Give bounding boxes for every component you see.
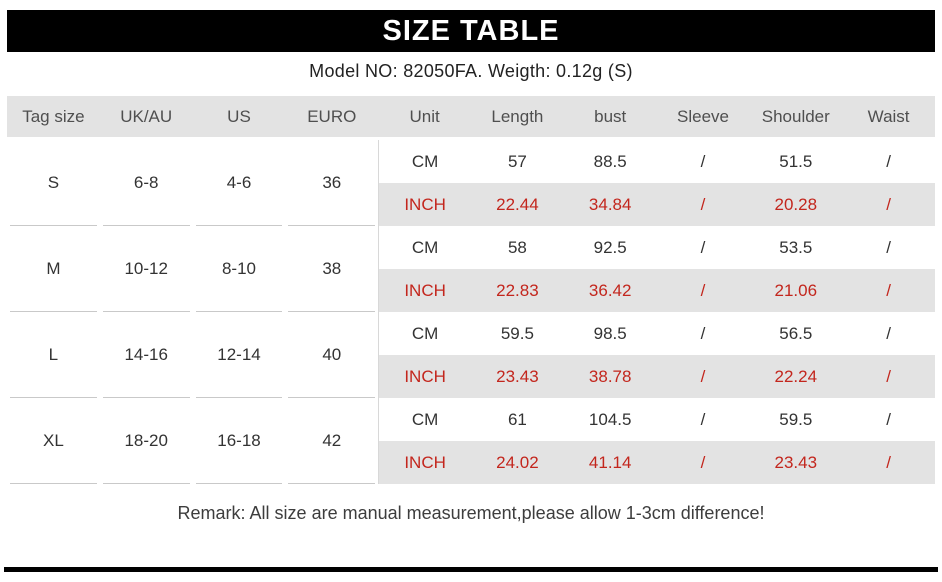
measurement-cell: 98.5 <box>593 323 627 343</box>
table-header-row: Tag size UK/AU US EURO Unit Length bust … <box>7 96 935 137</box>
measurement-cell: 38.78 <box>563 355 657 398</box>
column-header-us: US <box>227 106 251 126</box>
measurement-cell: / <box>842 183 935 226</box>
euro-cell: 42 <box>288 398 376 484</box>
measurement-cell: 59.5 <box>500 323 534 343</box>
measurement-cell: / <box>886 237 891 257</box>
measurement-cell: 22.83 <box>471 269 564 312</box>
measurement-cell: / <box>656 269 750 312</box>
measurement-cell: 23.43 <box>749 441 843 484</box>
measurement-cell: / <box>886 151 891 171</box>
measurement-cell: 59.5 <box>779 409 813 429</box>
measurement-cell: 88.5 <box>593 151 627 171</box>
uk-au-cell: 6-8 <box>102 140 190 226</box>
euro-cell: 40 <box>288 312 376 398</box>
measurement-cell: / <box>842 269 935 312</box>
unit-cell: INCH <box>378 183 471 226</box>
uk-au-cell: 10-12 <box>102 226 190 312</box>
us-cell: 16-18 <box>195 398 283 484</box>
measurement-cell: 34.84 <box>563 183 657 226</box>
unit-cell: INCH <box>378 269 471 312</box>
measurement-cell: / <box>886 409 891 429</box>
title-banner: SIZE TABLE <box>7 10 935 52</box>
column-header-unit: Unit <box>409 106 440 126</box>
column-header-bust: bust <box>594 106 627 126</box>
unit-cell: CM <box>378 140 471 183</box>
uk-au-cell: 18-20 <box>102 398 190 484</box>
page-title: SIZE TABLE <box>382 14 560 47</box>
column-header-shoulder: Shoulder <box>761 106 830 126</box>
euro-cell: 36 <box>288 140 376 226</box>
measurement-cell: 58 <box>507 237 527 257</box>
measurement-cell: / <box>700 323 706 343</box>
column-header-euro: EURO <box>307 106 357 126</box>
tag-size-cell: M <box>10 226 97 312</box>
column-header-uk-au: UK/AU <box>120 106 173 126</box>
unit-cell: INCH <box>378 441 471 484</box>
remark-text: Remark: All size are manual measurement,… <box>177 503 765 523</box>
column-header-waist: Waist <box>867 106 910 126</box>
measurement-cell: / <box>842 355 935 398</box>
measurement-cell: 53.5 <box>779 237 813 257</box>
column-header-tag-size: Tag size <box>22 106 85 126</box>
measurement-cell: 36.42 <box>563 269 657 312</box>
measurement-cell: 41.14 <box>563 441 657 484</box>
measurement-cell: 92.5 <box>593 237 627 257</box>
measurement-cell: 56.5 <box>779 323 813 343</box>
unit-cell: INCH <box>378 355 471 398</box>
measurement-cell: / <box>842 441 935 484</box>
measurement-cell: 51.5 <box>779 151 813 171</box>
measurement-cell: 21.06 <box>749 269 843 312</box>
measurement-cell: / <box>656 183 750 226</box>
measurement-cell: / <box>700 237 706 257</box>
column-header-length: Length <box>491 106 544 126</box>
tag-size-cell: XL <box>10 398 97 484</box>
tag-size-cell: L <box>10 312 97 398</box>
bottom-divider <box>4 567 938 572</box>
measurement-cell: 61 <box>507 409 527 429</box>
measurement-cell: / <box>656 355 750 398</box>
measurement-cell: / <box>656 441 750 484</box>
column-header-sleeve: Sleeve <box>677 106 729 126</box>
measurement-cell: 22.24 <box>749 355 843 398</box>
unit-cell: CM <box>378 226 471 269</box>
table-body: S 6-8 4-6 36 CM 57 88.5 / 51.5 / INCH 22… <box>7 140 935 484</box>
euro-cell: 38 <box>288 226 376 312</box>
unit-cell: CM <box>378 398 471 441</box>
tag-size-cell: S <box>10 140 97 226</box>
unit-cell: CM <box>378 312 471 355</box>
measurement-cell: 57 <box>507 151 527 171</box>
us-cell: 12-14 <box>195 312 283 398</box>
measurement-cell: / <box>700 409 706 429</box>
uk-au-cell: 14-16 <box>102 312 190 398</box>
measurement-cell: / <box>886 323 891 343</box>
measurement-cell: / <box>700 151 706 171</box>
measurement-cell: 24.02 <box>471 441 564 484</box>
model-info: Model NO: 82050FA. Weigth: 0.12g (S) <box>309 61 633 81</box>
us-cell: 8-10 <box>195 226 283 312</box>
measurement-cell: 20.28 <box>749 183 843 226</box>
measurement-cell: 104.5 <box>588 409 632 429</box>
measurement-cell: 23.43 <box>471 355 564 398</box>
us-cell: 4-6 <box>195 140 283 226</box>
measurement-cell: 22.44 <box>471 183 564 226</box>
